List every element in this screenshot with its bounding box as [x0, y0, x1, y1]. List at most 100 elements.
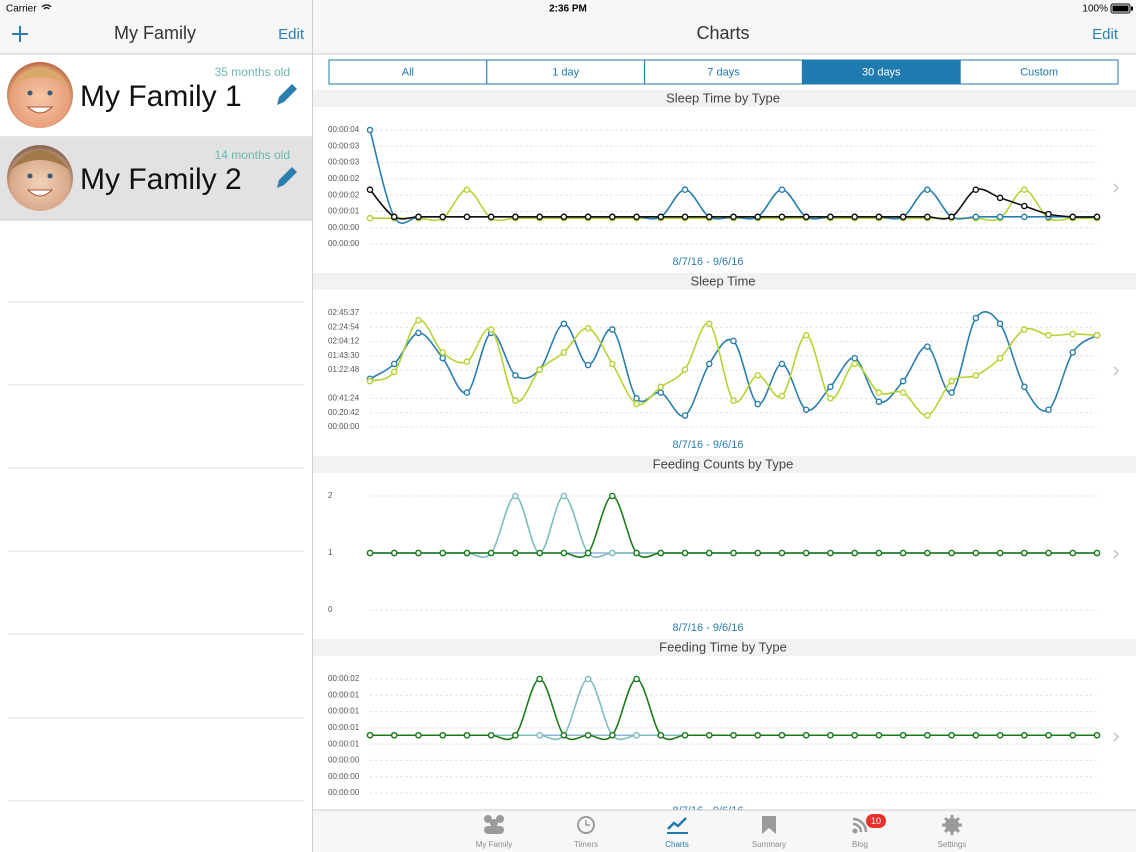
data-point	[584, 361, 592, 369]
data-point	[899, 549, 907, 557]
y-tick-label: 01:43:30	[328, 351, 360, 360]
segment[interactable]	[328, 59, 488, 85]
tab-label[interactable]: Summary	[752, 840, 786, 849]
data-point	[705, 213, 713, 221]
tab-label[interactable]: Timers	[574, 840, 598, 849]
header-title: Charts	[696, 23, 749, 43]
data-point	[584, 325, 592, 332]
data-point	[705, 360, 713, 368]
avatar-hair	[10, 67, 70, 87]
tab-label[interactable]: Blog	[852, 840, 868, 849]
edit-pencil[interactable]	[277, 167, 297, 188]
data-point	[512, 731, 519, 739]
data-point	[390, 549, 398, 557]
chart[interactable]: Feeding Time by Type 00:00:00 00:00:00 00:0…	[313, 639, 1136, 817]
data-point	[802, 731, 810, 739]
data-point	[415, 317, 422, 324]
data-point	[584, 731, 592, 739]
segment[interactable]	[959, 59, 1119, 85]
data-point	[657, 549, 665, 557]
data-point	[439, 549, 447, 557]
data-point	[487, 326, 495, 333]
chart-title-band	[313, 273, 1136, 290]
data-point	[487, 549, 495, 557]
data-point	[390, 213, 398, 221]
data-point	[536, 731, 543, 739]
tab-label[interactable]: My Family	[476, 840, 512, 849]
tab-icons	[484, 815, 962, 835]
data-point	[875, 398, 883, 406]
data-point	[875, 731, 883, 739]
y-tick-label: 02:04:12	[328, 337, 360, 346]
data-point	[827, 731, 834, 739]
data-point	[924, 186, 931, 194]
date-range: 8/7/16 - 9/6/16	[673, 622, 744, 634]
edit-button[interactable]: Edit	[278, 26, 305, 43]
tab-label[interactable]: Settings	[938, 840, 967, 849]
timer-icon	[577, 816, 595, 834]
data-point	[851, 731, 858, 739]
data-point	[754, 731, 762, 739]
data-point	[730, 731, 737, 739]
data-point	[512, 213, 519, 221]
data-point	[899, 377, 907, 385]
chart-title-band	[313, 639, 1136, 656]
data-point	[463, 549, 471, 557]
data-point	[996, 213, 1004, 221]
data-point	[657, 389, 665, 396]
data-point	[851, 360, 858, 368]
data-point	[802, 213, 810, 221]
chart[interactable]: Sleep Time by Type 00:00:00 00:00:00 00:00:…	[313, 90, 1136, 268]
battery-percent: 100%	[1082, 4, 1108, 15]
data-point	[778, 186, 786, 194]
data-point	[536, 213, 543, 221]
summary-icon	[762, 816, 776, 834]
carrier: Carrier	[6, 4, 37, 15]
data-point	[463, 731, 471, 739]
data-point	[899, 389, 907, 396]
y-tick-label: 00:00:00	[328, 756, 360, 765]
data-point	[633, 675, 640, 683]
data-point	[948, 389, 955, 396]
edit-button[interactable]: Edit	[1092, 26, 1119, 43]
data-point	[827, 383, 834, 391]
y-tick-label: 00:00:01	[328, 690, 360, 699]
data-point	[584, 213, 592, 221]
data-point	[1069, 549, 1077, 557]
data-point	[851, 354, 858, 362]
y-tick-label: 02:24:54	[328, 322, 360, 331]
y-tick-label: 00:00:02	[328, 174, 360, 183]
y-tick-label: 00:00:00	[328, 239, 360, 248]
data-point	[827, 549, 834, 557]
date-range: 8/7/16 - 9/6/16	[673, 256, 744, 268]
chart-title-band	[313, 90, 1136, 107]
add-button[interactable]	[12, 26, 28, 42]
data-point	[924, 731, 931, 739]
data-point	[584, 549, 592, 557]
data-point	[996, 320, 1004, 328]
data-point	[560, 549, 568, 557]
tab-label[interactable]: Charts	[665, 840, 689, 849]
data-point	[802, 331, 810, 339]
avatar-eye	[47, 90, 53, 96]
data-point	[512, 549, 519, 557]
chart[interactable]: Feeding Counts by Type 0 1 2 8/7/16 - 9/6/16	[313, 456, 1136, 634]
data-point	[633, 400, 640, 408]
data-point	[609, 326, 616, 333]
chart-title: Feeding Counts by Type	[653, 456, 794, 471]
chart[interactable]: Sleep Time 00:00:00 00:20:42 00:41:24 01:22:…	[313, 273, 1136, 451]
segment[interactable]	[801, 59, 961, 85]
avatar-eye	[27, 173, 33, 179]
data-point	[487, 731, 495, 739]
segment[interactable]	[486, 59, 646, 85]
data-point	[1021, 186, 1028, 194]
edit-pencil[interactable]	[277, 84, 297, 105]
data-point	[366, 377, 374, 385]
chart-title: Sleep Time by Type	[666, 90, 780, 105]
data-point	[681, 366, 689, 373]
data-point	[1093, 213, 1101, 221]
y-tick-label: 02:45:37	[328, 308, 360, 317]
